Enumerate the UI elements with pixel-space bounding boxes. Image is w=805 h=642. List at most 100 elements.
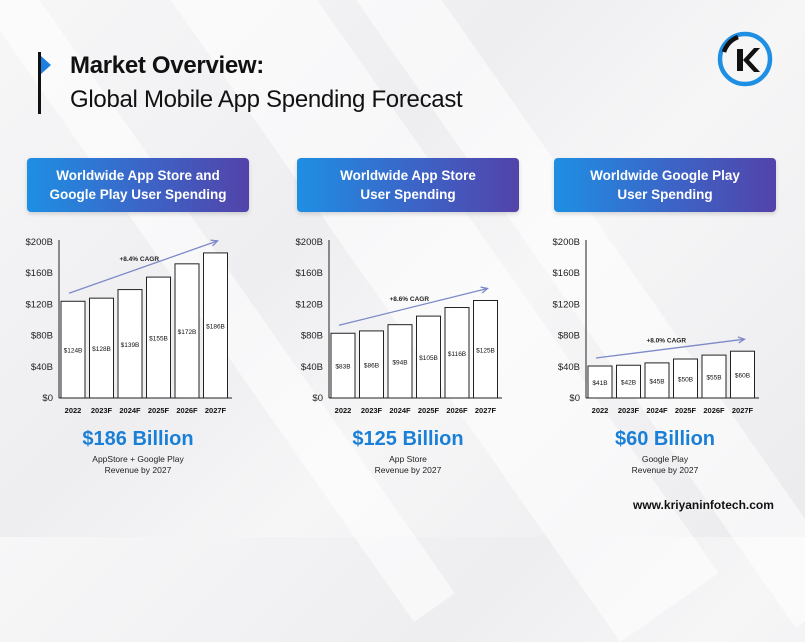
x-tick-label: 2022 [592, 406, 609, 415]
y-tick-label: $80B [31, 331, 53, 342]
bar [203, 252, 228, 399]
y-tick-label: $80B [558, 331, 580, 342]
y-tick-label: $120B [26, 299, 53, 310]
caption-line: Google Play [641, 454, 689, 464]
highlight-value: $186 Billion [82, 428, 194, 450]
x-tick-label: 2024F [389, 406, 411, 415]
bar-value-label: $50B [678, 377, 693, 384]
x-tick-label: 2024F [646, 406, 668, 415]
bar [387, 324, 413, 399]
bar [616, 364, 641, 399]
panel-header: Worldwide App Store User Spending [297, 158, 519, 212]
caption-line: Revenue by 2027 [631, 465, 699, 475]
x-tick-label: 2026F [703, 406, 725, 415]
x-tick-label: 2027F [732, 406, 754, 415]
y-tick-label: $160B [26, 268, 53, 279]
bar [444, 307, 470, 399]
bar-value-label: $42B [621, 380, 636, 387]
page-title: Market Overview: [70, 52, 264, 79]
y-tick-label: $40B [31, 362, 53, 373]
x-tick-label: 2025F [675, 406, 697, 415]
bar-chart: $0 $40B $80B $120B $160B $200B $124B 2022 $128B 2… [26, 237, 232, 415]
bar [644, 362, 670, 399]
bar-value-label: $105B [419, 355, 438, 362]
bar [359, 330, 384, 399]
y-tick-label: $200B [296, 237, 323, 248]
highlight-caption: Google Play Revenue by 2027 [554, 454, 776, 476]
x-tick-label: 2027F [475, 406, 497, 415]
cagr-label: +8.0% CAGR [646, 338, 686, 345]
bar-value-label: $125B [476, 347, 495, 354]
bar-chart: $0 $40B $80B $120B $160B $200B $83B 2022 $86B 202… [296, 237, 502, 415]
highlight-caption: App Store Revenue by 2027 [297, 454, 519, 476]
panel-header-line: Google Play User Spending [49, 187, 227, 202]
y-tick-label: $160B [296, 268, 323, 279]
bar [473, 300, 498, 399]
highlight-value: $60 Billion [614, 428, 716, 450]
bar-value-label: $86B [364, 362, 379, 369]
cagr-label: +8.6% CAGR [389, 296, 429, 303]
highlight-value: $125 Billion [352, 428, 464, 450]
bar [730, 350, 755, 399]
bar [146, 276, 171, 399]
bar [330, 332, 356, 399]
bar-value-label: $172B [178, 329, 197, 336]
page-subtitle: Global Mobile App Spending Forecast [70, 86, 463, 113]
bar [587, 365, 613, 399]
bar-value-label: $41B [592, 380, 607, 387]
x-tick-label: 2022 [335, 406, 352, 415]
y-tick-label: $120B [296, 299, 323, 310]
panel-header-line: Worldwide App Store and [56, 168, 220, 183]
x-tick-label: 2025F [148, 406, 170, 415]
cagr-arrow [68, 240, 218, 294]
y-tick-label: $160B [553, 268, 580, 279]
panel-header: Worldwide App Store and Google Play User… [27, 158, 249, 212]
panel-header-line: Worldwide App Store [340, 168, 476, 183]
y-tick-label: $120B [553, 299, 580, 310]
panel-header: Worldwide Google Play User Spending [554, 158, 776, 212]
x-tick-label: 2023F [361, 406, 383, 415]
caption-line: Revenue by 2027 [374, 465, 442, 475]
highlight-caption: AppStore + Google Play Revenue by 2027 [27, 454, 249, 476]
bar [174, 263, 200, 399]
panel-header-line: User Spending [617, 187, 713, 202]
bar-value-label: $116B [448, 351, 466, 358]
bar-value-label: $45B [649, 378, 664, 385]
caption-line: App Store [389, 454, 427, 464]
bar-value-label: $60B [735, 373, 750, 380]
bar-value-label: $94B [392, 359, 407, 366]
x-tick-label: 2023F [91, 406, 113, 415]
bar [60, 300, 86, 399]
y-tick-label: $40B [558, 362, 580, 373]
x-tick-label: 2026F [446, 406, 468, 415]
flag-icon [38, 52, 51, 114]
bar-value-label: $128B [92, 346, 111, 353]
cagr-label: +8.4% CAGR [119, 256, 159, 263]
website-link[interactable]: www.kriyaninfotech.com [633, 498, 774, 512]
caption-line: AppStore + Google Play [92, 454, 184, 464]
bar [673, 358, 698, 399]
cagr-arrow [338, 287, 488, 326]
bar-value-label: $83B [335, 364, 350, 371]
x-tick-label: 2024F [119, 406, 141, 415]
panel-header-line: Worldwide Google Play [590, 168, 740, 183]
x-tick-label: 2026F [176, 406, 198, 415]
cagr-arrowhead [737, 336, 746, 344]
x-tick-label: 2022 [65, 406, 82, 415]
bar-chart: $0 $40B $80B $120B $160B $200B $41B 2022 $42B 202… [553, 237, 759, 415]
bar-value-label: $155B [149, 336, 168, 343]
kriyan-logo-icon [717, 31, 773, 87]
y-tick-label: $0 [312, 393, 323, 404]
bar [89, 297, 114, 399]
y-tick-label: $200B [553, 237, 580, 248]
x-tick-label: 2027F [205, 406, 227, 415]
x-tick-label: 2023F [618, 406, 640, 415]
bar-value-label: $55B [706, 375, 721, 382]
y-tick-label: $0 [42, 393, 53, 404]
bar-value-label: $139B [121, 342, 140, 349]
y-tick-label: $0 [569, 393, 580, 404]
cagr-arrow [595, 338, 745, 359]
bar [117, 289, 143, 399]
y-tick-label: $80B [301, 331, 323, 342]
bar-value-label: $186B [206, 323, 225, 330]
